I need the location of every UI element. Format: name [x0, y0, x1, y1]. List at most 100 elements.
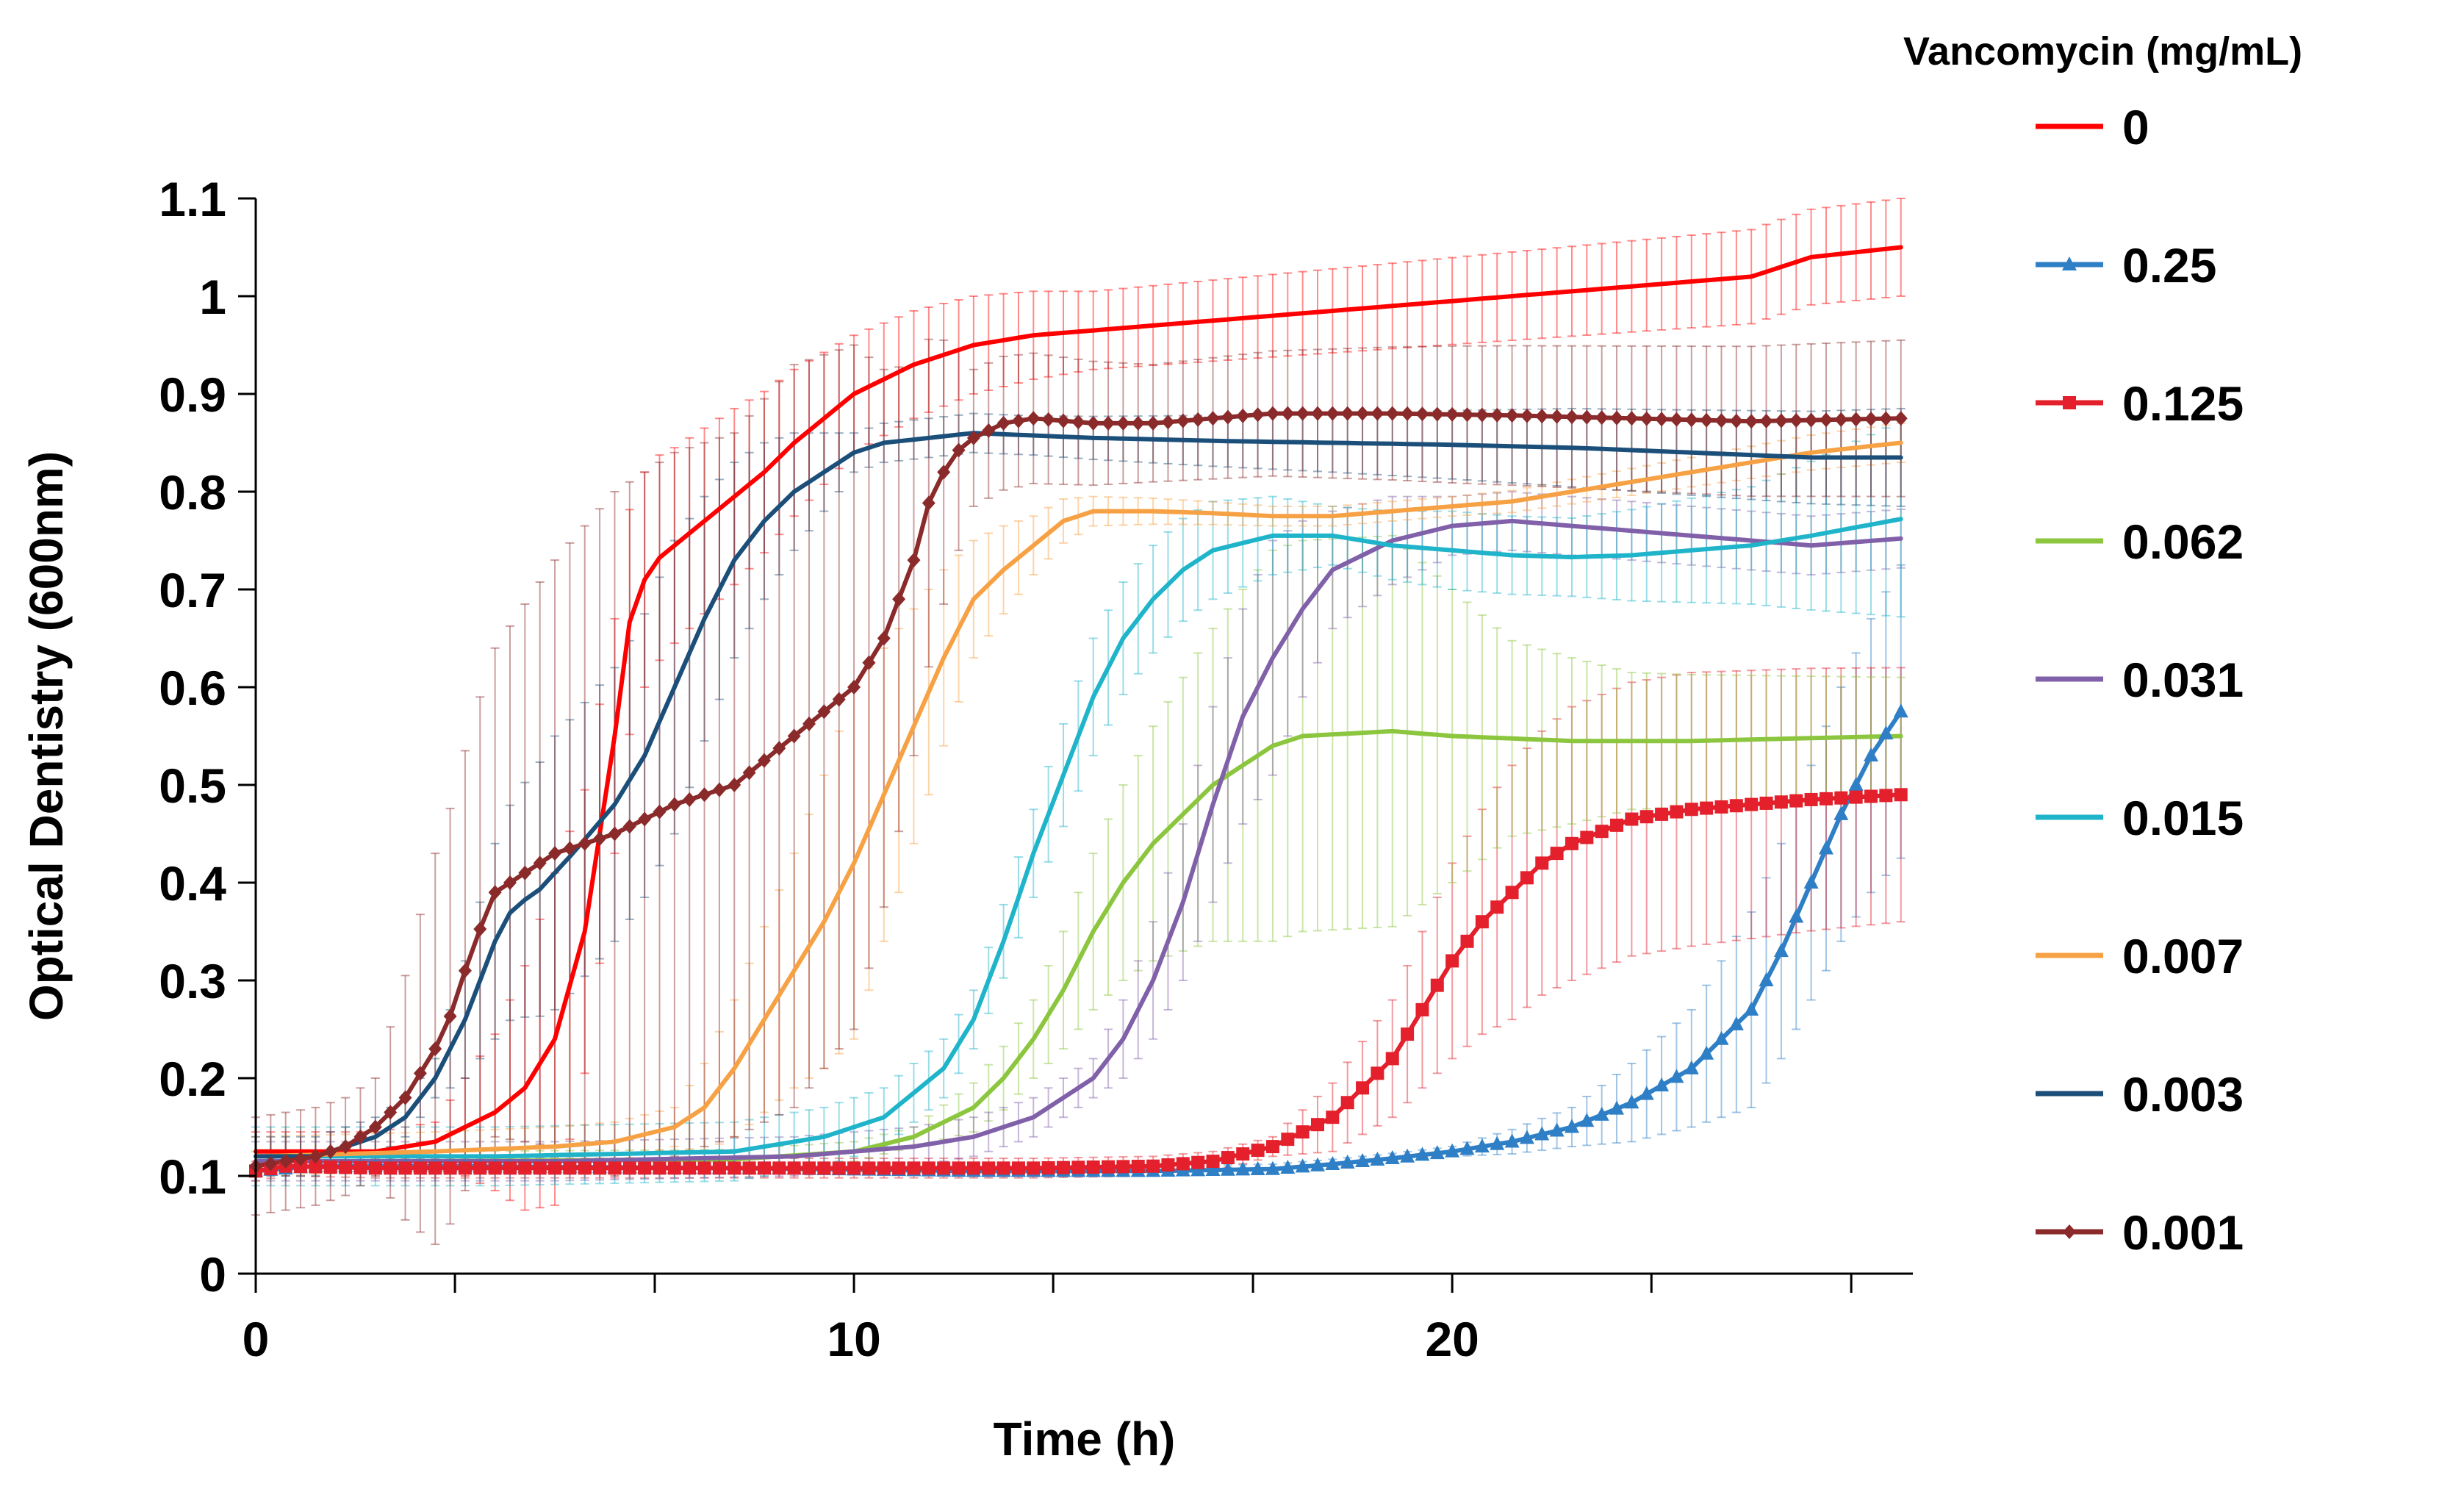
diamond-marker: [458, 963, 472, 978]
square-marker: [1071, 1160, 1085, 1174]
square-marker: [1639, 810, 1653, 824]
square-marker: [877, 1161, 891, 1175]
y-tick-label: 0.5: [159, 758, 226, 813]
diamond-marker: [1027, 411, 1041, 426]
diamond-marker: [712, 782, 726, 797]
square-marker: [1265, 1140, 1279, 1154]
diamond-marker: [697, 787, 711, 803]
square-marker: [1684, 803, 1698, 817]
triangle-marker: [1549, 1122, 1565, 1137]
triangle-marker: [1833, 806, 1849, 820]
series-0-003-line: [254, 431, 1903, 1159]
diamond-marker: [1849, 412, 1863, 427]
diamond-marker: [443, 1008, 457, 1024]
square-marker: [1445, 954, 1459, 968]
diamond-marker: [832, 692, 846, 707]
diamond-marker: [757, 753, 771, 768]
diamond-marker: [548, 846, 562, 861]
square-marker: [1864, 789, 1878, 803]
diamond-marker: [1774, 413, 1788, 428]
square-marker: [1191, 1155, 1205, 1169]
legend-label: 0.031: [2122, 653, 2244, 707]
square-marker: [622, 1161, 636, 1175]
square-marker: [1116, 1160, 1130, 1174]
diamond-marker: [817, 704, 831, 720]
square-marker: [1505, 886, 1519, 900]
square-marker: [339, 1160, 353, 1174]
legend-label: 0.125: [2122, 376, 2244, 431]
diamond-marker: [1520, 408, 1534, 423]
square-marker: [443, 1161, 457, 1175]
diamond-marker: [1595, 410, 1609, 426]
square-marker: [533, 1161, 547, 1175]
diamond-marker: [1071, 415, 1085, 430]
triangle-marker: [1699, 1045, 1714, 1060]
y-tick-label: 1.1: [159, 172, 226, 226]
square-marker: [1610, 818, 1624, 832]
legend-item-0-25: 0.25: [2036, 238, 2216, 293]
square-marker: [1849, 790, 1863, 804]
legend-label: 0.25: [2122, 238, 2216, 293]
square-marker: [518, 1161, 532, 1175]
square-marker: [772, 1161, 786, 1175]
legend-item-0-062: 0.062: [2036, 514, 2244, 569]
square-marker: [488, 1161, 502, 1175]
square-marker: [982, 1161, 996, 1175]
legend-label: 0.062: [2122, 514, 2244, 569]
diamond-marker: [862, 655, 876, 670]
square-marker: [937, 1161, 951, 1175]
diamond-marker: [1550, 409, 1564, 424]
square-marker: [1714, 800, 1728, 814]
square-marker: [847, 1161, 861, 1175]
diamond-marker: [294, 1151, 308, 1166]
square-marker: [294, 1160, 308, 1174]
square-marker: [1490, 900, 1504, 914]
diamond-marker: [952, 442, 966, 458]
diamond-marker: [1415, 406, 1429, 422]
square-marker: [1535, 856, 1549, 870]
triangle-marker: [1878, 725, 1894, 740]
diamond-marker: [1102, 415, 1116, 431]
triangle-marker: [1864, 747, 1879, 762]
square-marker: [802, 1161, 816, 1175]
y-tick-label: 0: [199, 1247, 226, 1302]
diamond-marker: [1221, 409, 1235, 425]
diamond-marker: [1655, 412, 1669, 427]
square-marker: [1281, 1133, 1295, 1147]
square-marker: [368, 1161, 382, 1175]
triangle-marker: [1714, 1030, 1729, 1045]
diamond-marker: [1041, 412, 1055, 427]
triangle-marker: [1789, 908, 1804, 923]
square-marker: [1356, 1081, 1370, 1095]
diamond-marker: [892, 592, 906, 607]
series-0-line: [254, 245, 1903, 1154]
triangle-marker: [1759, 972, 1774, 986]
diamond-marker: [622, 819, 636, 834]
diamond-marker: [653, 804, 667, 819]
triangle-marker: [1624, 1094, 1639, 1109]
diamond-marker: [1296, 406, 1310, 421]
triangle-marker: [1384, 1150, 1400, 1165]
triangle-marker: [1669, 1069, 1684, 1083]
diamond-marker: [1535, 409, 1549, 424]
diamond-marker: [1804, 412, 1818, 428]
square-marker: [1027, 1161, 1041, 1175]
square-marker: [757, 1161, 771, 1175]
square-marker: [1819, 792, 1833, 806]
y-tick-label: 0.6: [159, 661, 226, 715]
legend-item-0: 0: [2036, 100, 2149, 154]
diamond-marker: [264, 1156, 278, 1172]
diamond-marker: [1490, 407, 1504, 423]
diamond-marker: [1176, 413, 1190, 428]
legend-item-0-125: 0.125: [2036, 376, 2244, 431]
diamond-marker: [518, 865, 532, 880]
square-marker: [1774, 795, 1788, 809]
x-tick-label: 0: [243, 1312, 270, 1366]
square-marker: [1310, 1118, 1324, 1132]
diamond-marker: [323, 1144, 337, 1159]
square-marker: [503, 1161, 517, 1175]
triangle-marker: [1355, 1153, 1371, 1168]
diamond-marker: [563, 841, 577, 856]
square-marker: [1340, 1096, 1354, 1110]
